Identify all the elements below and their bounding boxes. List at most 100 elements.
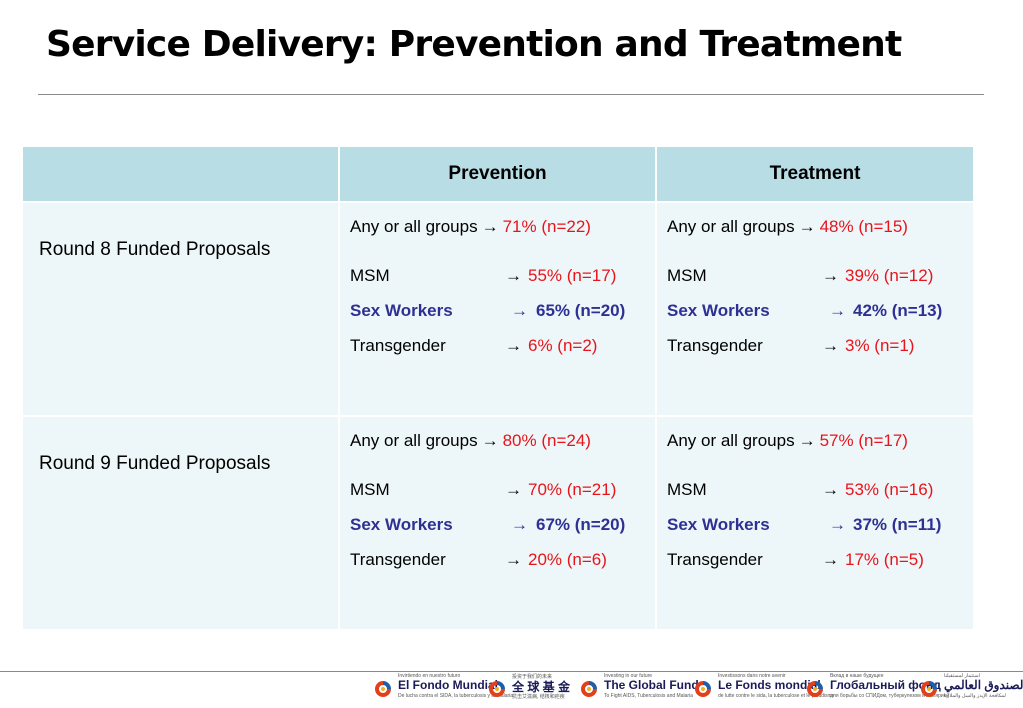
group-label: MSM [667,480,707,499]
group-label: Transgender [350,336,446,355]
group-label: Any or all groups [667,431,795,450]
group-label: Transgender [667,550,763,569]
logo-subtitle: De lucha contra el SIDA, la tuberculosis… [398,693,514,699]
group-label: Sex Workers [667,301,770,320]
logo-subtitle: de lutte contre le sida, la tuberculose … [718,693,835,699]
list-item: MSM → 39% (n=12) [667,266,973,288]
list-item: Transgender → 17% (n=5) [667,550,973,572]
list-item: Sex Workers → 42% (n=13) [667,301,973,323]
arrow-icon: → [511,515,528,534]
arrow-icon: → [822,336,839,355]
arrow-icon: → [481,431,499,450]
global-fund-logo-icon [375,681,391,697]
global-fund-logo-icon [807,681,823,697]
group-label: Sex Workers [667,515,770,534]
group-label: Transgender [667,336,763,355]
percentage-value: 80% (n=24) [502,431,591,450]
group-label: Transgender [350,550,446,569]
logo-name: 全 球 基 金 [512,680,571,694]
arrow-icon: → [798,431,816,450]
list-item: Any or all groups → 71% (n=22) [350,217,655,239]
list-item: MSM → 70% (n=21) [350,480,655,502]
percentage-value: 70% (n=21) [528,480,617,499]
arrow-icon: → [822,550,839,569]
service-delivery-table: Prevention Treatment Round 8 Funded Prop… [21,145,975,631]
arrow-icon: → [798,217,816,236]
row-label-round9: Round 9 Funded Proposals [21,415,340,631]
table-row: Round 9 Funded Proposals Any or all grou… [21,415,975,631]
percentage-value: 42% (n=13) [853,301,943,320]
percentage-value: 20% (n=6) [528,550,607,569]
arrow-icon: → [829,301,846,320]
arrow-icon: → [505,266,522,285]
list-item: Sex Workers → 65% (n=20) [350,301,655,323]
round9-treatment-cell: Any or all groups → 57% (n=17) MSM → 53% (n=1… [655,415,975,631]
group-label: MSM [667,266,707,285]
list-item: Any or all groups → 57% (n=17) [667,431,973,453]
percentage-value: 57% (n=17) [819,431,908,450]
percentage-value: 39% (n=12) [845,266,934,285]
group-label: MSM [350,266,390,285]
percentage-value: 71% (n=22) [502,217,591,236]
header-prevention: Prevention [338,145,657,203]
arrow-icon: → [822,480,839,499]
list-item: Transgender → 3% (n=1) [667,336,973,358]
percentage-value: 55% (n=17) [528,266,617,285]
logo-name: The Global Fund [604,678,699,692]
global-fund-logo-icon [695,681,711,697]
round9-prevention-cell: Any or all groups → 80% (n=24) MSM → 70% (n=2… [338,415,657,631]
page-title: Service Delivery: Prevention and Treatme… [46,24,902,65]
round8-treatment-cell: Any or all groups → 48% (n=15) MSM → 39% (n=1… [655,201,975,417]
logo-tagline: Вклад в наше будущее [830,673,884,679]
arrow-icon: → [505,550,522,569]
title-divider [38,94,984,95]
logo-name: El Fondo Mundial [398,678,498,692]
logo-tagline: 投资于我们的未来 [512,674,553,680]
logo-subtitle: 抗击艾滋病, 结核和疟疾 [512,694,565,700]
group-label: Any or all groups [350,431,478,450]
arrow-icon: → [829,515,846,534]
header-empty [21,145,340,203]
arrow-icon: → [505,480,522,499]
logo-name: الصندوق العالمي [944,678,1023,692]
percentage-value: 17% (n=5) [845,550,924,569]
list-item: MSM → 55% (n=17) [350,266,655,288]
arrow-icon: → [511,301,528,320]
logo-subtitle: для борьбы со СПИДом, туберкулезом и мал… [830,693,950,699]
logo-subtitle: لمكافحة الإيدز والسل والملاريا [944,693,1006,699]
table-row: Round 8 Funded Proposals Any or all grou… [21,201,975,417]
footer-divider [0,671,1023,672]
list-item: Sex Workers → 37% (n=11) [667,515,973,537]
global-fund-logo-icon [921,681,937,697]
arrow-icon: → [505,336,522,355]
percentage-value: 65% (n=20) [536,301,626,320]
global-fund-logo-icon [489,681,505,697]
group-label: Sex Workers [350,515,453,534]
list-item: Any or all groups → 80% (n=24) [350,431,655,453]
logo-subtitle: To Fight AIDS, Tuberculosis and Malaria [604,693,693,699]
logo-tagline: استثمار لمستقبلنا [944,673,980,679]
percentage-value: 53% (n=16) [845,480,934,499]
global-fund-logo-icon [581,681,597,697]
percentage-value: 67% (n=20) [536,515,626,534]
group-label: Sex Workers [350,301,453,320]
percentage-value: 3% (n=1) [845,336,915,355]
list-item: MSM → 53% (n=16) [667,480,973,502]
logo-tagline: Investing in our future [604,673,653,679]
group-label: Any or all groups [350,217,478,236]
partner-logos: Invirtiendo en nuestro futuro El Fondo Mu… [372,673,1023,704]
percentage-value: 6% (n=2) [528,336,598,355]
arrow-icon: → [481,217,499,236]
percentage-value: 37% (n=11) [853,515,942,534]
group-label: Any or all groups [667,217,795,236]
logo-name: Le Fonds mondial [718,678,821,692]
list-item: Any or all groups → 48% (n=15) [667,217,973,239]
row-label-round8: Round 8 Funded Proposals [21,201,340,417]
list-item: Transgender → 20% (n=6) [350,550,655,572]
table-header-row: Prevention Treatment [21,145,975,203]
list-item: Sex Workers → 67% (n=20) [350,515,655,537]
percentage-value: 48% (n=15) [819,217,908,236]
group-label: MSM [350,480,390,499]
round8-prevention-cell: Any or all groups → 71% (n=22) MSM → 55% (n=1… [338,201,657,417]
logo-name: Глобальный фонд [830,678,941,692]
